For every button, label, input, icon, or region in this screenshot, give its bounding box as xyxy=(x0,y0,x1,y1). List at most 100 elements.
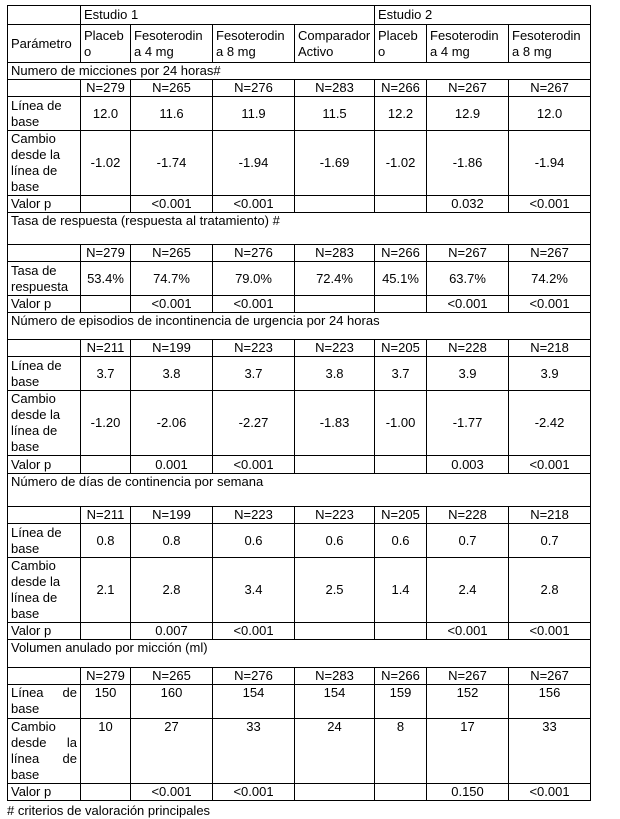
section-title-row: Número de días de continencia por semana xyxy=(6,473,592,507)
empty-cell xyxy=(7,506,81,524)
value-cell: 12.0 xyxy=(508,96,592,131)
efficacy-results-table: Estudio 1 Estudio 2 Parámetro Placebo Feso… xyxy=(6,5,592,801)
value-cell xyxy=(80,783,131,801)
value-cell: <0.001 xyxy=(212,195,295,213)
value-cell: 74.7% xyxy=(130,261,213,296)
table-row: Valor p 0.007 <0.001 <0.001 <0.001 xyxy=(7,622,592,640)
value-cell: -1.83 xyxy=(293,390,376,456)
footnote: # criterios de valoración principales xyxy=(7,803,211,818)
sample-size-row: N=211 N=199 N=223 N=223 N=205 N=228 N=218 xyxy=(7,339,592,357)
value-cell: <0.001 xyxy=(130,783,213,801)
sample-size-cell: N=267 xyxy=(426,667,510,685)
value-cell: -1.74 xyxy=(130,130,213,196)
row-label: Valor p xyxy=(7,783,81,801)
value-cell: <0.001 xyxy=(212,783,295,801)
study1-header: Estudio 1 xyxy=(79,5,376,25)
sample-size-cell: N=283 xyxy=(293,244,376,262)
row-label: Valor p xyxy=(7,622,81,640)
value-cell: -2.42 xyxy=(508,390,592,456)
sample-size-cell: N=211 xyxy=(80,506,131,524)
value-cell: 159 xyxy=(374,684,428,719)
table-row: Valor p <0.001 <0.001 0.032 <0.001 xyxy=(7,195,592,213)
value-cell: 45.1% xyxy=(374,261,428,296)
sample-size-cell: N=211 xyxy=(80,339,131,357)
column-header: Fesoterodina 4 mg xyxy=(426,24,510,63)
table-row: Valor p 0.001 <0.001 0.003 <0.001 xyxy=(7,455,592,474)
value-cell xyxy=(80,455,131,474)
section-title-row: Numero de micciones por 24 horas# xyxy=(6,62,592,80)
value-cell: 0.6 xyxy=(374,523,428,558)
empty-cell xyxy=(7,79,81,97)
value-cell: 11.6 xyxy=(130,96,213,131)
value-cell: <0.001 xyxy=(212,622,295,640)
row-label: Línea de base xyxy=(7,684,81,719)
value-cell: <0.001 xyxy=(508,295,592,313)
sample-size-cell: N=279 xyxy=(80,79,131,97)
value-cell: 0.001 xyxy=(130,455,213,474)
empty-cell xyxy=(7,339,81,357)
sample-size-cell: N=279 xyxy=(80,667,131,685)
empty-cell xyxy=(7,244,81,262)
value-cell xyxy=(374,195,428,213)
value-cell: 0.7 xyxy=(508,523,592,558)
sample-size-cell: N=265 xyxy=(130,667,213,685)
value-cell: 72.4% xyxy=(293,261,376,296)
section-title: Volumen anulado por micción (ml) xyxy=(6,639,592,668)
value-cell: 0.6 xyxy=(293,523,376,558)
row-label: Línea de base xyxy=(7,523,81,558)
value-cell: 2.5 xyxy=(293,557,376,623)
sample-size-cell: N=276 xyxy=(212,667,295,685)
value-cell xyxy=(374,783,428,801)
sample-size-cell: N=228 xyxy=(426,506,510,524)
column-header: Fesoterodina 4 mg xyxy=(130,24,213,63)
sample-size-cell: N=283 xyxy=(293,667,376,685)
table-row: Tasa de respuesta 53.4% 74.7% 79.0% 72.4% 45.… xyxy=(7,261,592,296)
value-cell: -2.27 xyxy=(212,390,295,456)
section-title: Numero de micciones por 24 horas# xyxy=(6,62,592,80)
value-cell: <0.001 xyxy=(212,455,295,474)
table-row: Cambio desde la línea de base 10 27 33 24 8 17… xyxy=(7,718,592,784)
value-cell: 11.5 xyxy=(293,96,376,131)
sample-size-cell: N=218 xyxy=(508,339,592,357)
row-label: Valor p xyxy=(7,195,81,213)
value-cell: 2.8 xyxy=(130,557,213,623)
value-cell xyxy=(293,195,376,213)
value-cell: -1.94 xyxy=(508,130,592,196)
section-title-row: Volumen anulado por micción (ml) xyxy=(6,639,592,668)
value-cell: 3.8 xyxy=(293,356,376,391)
value-cell: 33 xyxy=(508,718,592,784)
sample-size-cell: N=267 xyxy=(426,244,510,262)
value-cell: -1.94 xyxy=(212,130,295,196)
value-cell: 11.9 xyxy=(212,96,295,131)
value-cell: <0.001 xyxy=(508,783,592,801)
value-cell: 156 xyxy=(508,684,592,719)
sample-size-row: N=279 N=265 N=276 N=283 N=266 N=267 N=267 xyxy=(7,79,592,97)
sample-size-cell: N=205 xyxy=(374,506,428,524)
sample-size-cell: N=223 xyxy=(293,339,376,357)
sample-size-cell: N=223 xyxy=(293,506,376,524)
table-row: Línea de base 0.8 0.8 0.6 0.6 0.6 0.7 0.7 xyxy=(7,523,592,558)
sample-size-cell: N=267 xyxy=(508,667,592,685)
value-cell: <0.001 xyxy=(212,295,295,313)
sample-size-cell: N=218 xyxy=(508,506,592,524)
value-cell xyxy=(80,195,131,213)
value-cell: <0.001 xyxy=(508,455,592,474)
value-cell: 0.003 xyxy=(426,455,510,474)
document: Estudio 1 Estudio 2 Parámetro Placebo Feso… xyxy=(6,5,592,818)
sample-size-cell: N=223 xyxy=(212,339,295,357)
value-cell: 3.4 xyxy=(212,557,295,623)
value-cell: <0.001 xyxy=(130,195,213,213)
value-cell: 53.4% xyxy=(80,261,131,296)
value-cell: 3.8 xyxy=(130,356,213,391)
value-cell: 3.7 xyxy=(374,356,428,391)
value-cell: 2.8 xyxy=(508,557,592,623)
value-cell: 24 xyxy=(293,718,376,784)
value-cell: 3.9 xyxy=(508,356,592,391)
value-cell: <0.001 xyxy=(508,195,592,213)
sample-size-cell: N=266 xyxy=(374,667,428,685)
row-label: Valor p xyxy=(7,455,81,474)
value-cell: 8 xyxy=(374,718,428,784)
table-row: Cambio desde la línea de base 2.1 2.8 3.4 2.… xyxy=(7,557,592,623)
value-cell: 0.8 xyxy=(80,523,131,558)
table-row: Línea de base 3.7 3.8 3.7 3.8 3.7 3.9 3.9 xyxy=(7,356,592,391)
